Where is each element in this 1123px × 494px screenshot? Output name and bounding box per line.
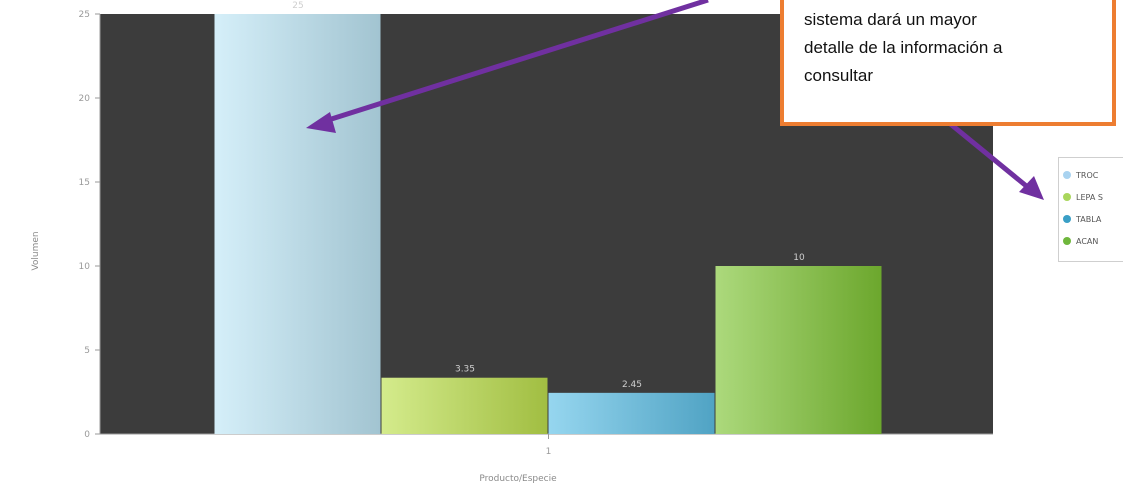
y-tick-label: 15 bbox=[79, 178, 90, 188]
bar-value-label: 10 bbox=[793, 253, 805, 263]
y-axis-title: Volumen bbox=[31, 231, 41, 270]
bar-value-label: 2.45 bbox=[622, 380, 642, 390]
annotation-arrow-to-bar bbox=[321, 0, 709, 125]
bar-value-label: 3.35 bbox=[455, 365, 475, 375]
callout-line-1: sistema dará un mayor bbox=[804, 10, 977, 29]
bar-value-label: 25 bbox=[292, 1, 303, 11]
legend-item: TROC bbox=[1063, 164, 1123, 186]
legend-label: LEPA S bbox=[1076, 192, 1103, 202]
legend-label: ACAN bbox=[1076, 236, 1099, 246]
bar-data-labels: 25 3.35 2.45 10 bbox=[292, 1, 805, 390]
legend-swatch bbox=[1063, 193, 1071, 201]
legend-swatch bbox=[1063, 171, 1071, 179]
x-axis-title: Producto/Especie bbox=[479, 474, 557, 484]
x-axis-ticks: 1 bbox=[546, 434, 552, 457]
legend-label: TABLA bbox=[1076, 214, 1102, 224]
bar bbox=[715, 266, 882, 434]
annotation-arrowhead-bar bbox=[306, 112, 336, 133]
x-tick-label: 1 bbox=[546, 447, 552, 457]
bar-series bbox=[214, 14, 882, 434]
bar bbox=[381, 377, 548, 434]
callout-line-2: detalle de la información a bbox=[804, 38, 1003, 57]
legend-item: ACAN bbox=[1063, 230, 1123, 252]
y-axis-ticks: 0 5 10 15 20 25 bbox=[79, 10, 100, 440]
legend-label: TROC bbox=[1076, 170, 1099, 180]
y-tick-label: 10 bbox=[79, 262, 91, 272]
y-tick-label: 5 bbox=[84, 346, 90, 356]
legend-swatch bbox=[1063, 237, 1071, 245]
y-tick-label: 0 bbox=[84, 430, 90, 440]
y-tick-label: 20 bbox=[79, 94, 91, 104]
bar bbox=[548, 392, 715, 434]
legend-swatch bbox=[1063, 215, 1071, 223]
chart-legend: TROC LEPA S TABLA ACAN bbox=[1058, 157, 1123, 262]
annotation-arrowhead-legend bbox=[1019, 176, 1044, 200]
legend-item: TABLA bbox=[1063, 208, 1123, 230]
legend-item: LEPA S bbox=[1063, 186, 1123, 208]
bar bbox=[214, 14, 381, 434]
y-tick-label: 25 bbox=[79, 10, 90, 20]
annotation-callout: sistema dará un mayor detalle de la info… bbox=[780, 0, 1116, 126]
callout-line-3: consultar bbox=[804, 66, 873, 85]
